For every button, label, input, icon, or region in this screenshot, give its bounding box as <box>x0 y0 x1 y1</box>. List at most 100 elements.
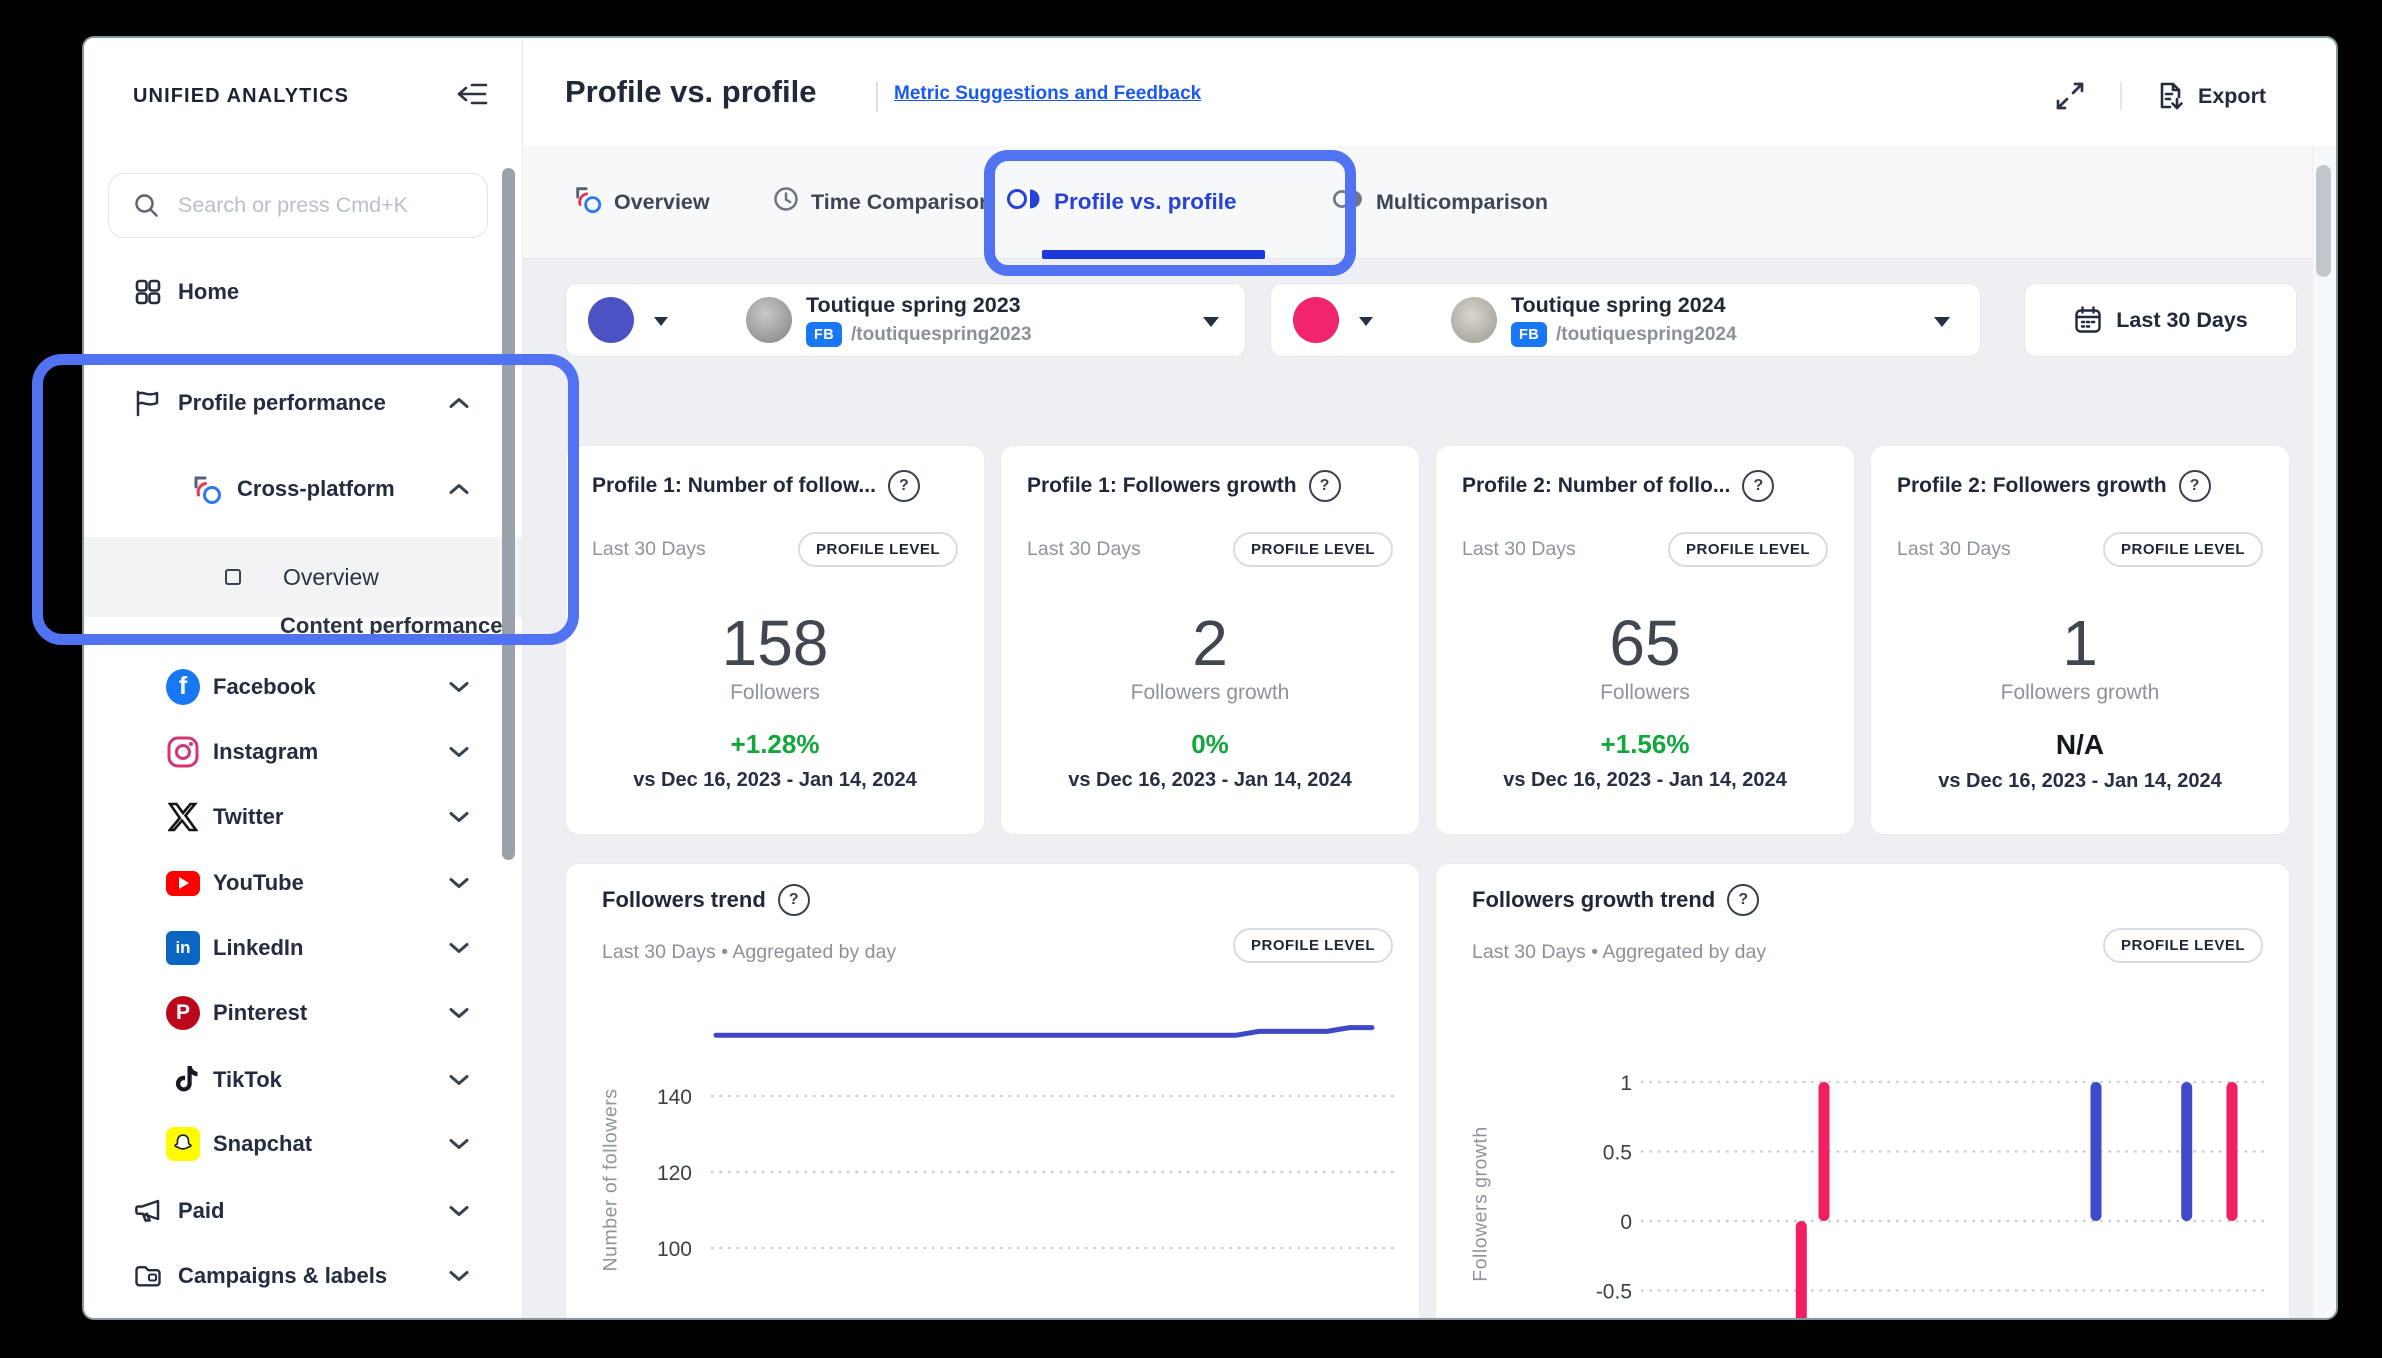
tab-label: Multicomparison <box>1376 189 1549 214</box>
tab-overview[interactable]: Overview <box>573 146 710 258</box>
facebook-icon: f <box>166 669 200 705</box>
help-icon[interactable]: ? <box>1742 470 1775 502</box>
sidebar: UNIFIED ANALYTICS <box>84 38 523 1318</box>
comparison-range: vs Dec 16, 2023 - Jan 14, 2024 <box>633 769 917 791</box>
tab-profile-vs-profile[interactable]: Profile vs. profile <box>1007 146 1237 258</box>
svg-text:100: 100 <box>657 1238 692 1261</box>
card-period: Last 30 Days <box>1462 538 1576 560</box>
chevron-down-icon[interactable] <box>448 804 470 830</box>
chevron-up-icon[interactable] <box>448 390 470 416</box>
page-title: Profile vs. profile <box>565 74 817 109</box>
sidebar-item-home[interactable]: Home <box>84 260 569 324</box>
chevron-down-icon[interactable] <box>448 1067 470 1093</box>
metric-label: Followers growth <box>1130 681 1290 704</box>
search-input-wrap <box>108 173 488 238</box>
profile2-handle: /toutiquespring2024 <box>1556 323 1737 345</box>
help-icon[interactable]: ? <box>887 470 920 502</box>
profile1-avatar <box>746 297 792 343</box>
clock-icon <box>772 185 800 219</box>
sidebar-item-twitter[interactable]: Twitter <box>84 785 604 849</box>
export-button[interactable]: Export <box>2156 74 2266 118</box>
sidebar-item-linkedin[interactable]: in LinkedIn <box>84 916 604 980</box>
metric-value: 1 <box>2062 607 2098 679</box>
profile-level-badge: PROFILE LEVEL <box>1232 532 1393 567</box>
twitter-x-icon <box>166 800 200 834</box>
svg-text:0.5: 0.5 <box>1603 1142 1632 1165</box>
tab-label: Overview <box>614 189 710 214</box>
caret-down-icon[interactable] <box>1359 317 1373 326</box>
search-icon <box>135 194 158 217</box>
sidebar-item-pinterest[interactable]: P Pinterest <box>84 981 604 1045</box>
metric-card: Profile 1: Number of follow... ? Last 30… <box>565 445 985 835</box>
facebook-network-badge: FB <box>1511 322 1547 347</box>
fullscreen-button[interactable] <box>2048 74 2092 118</box>
sidebar-item-facebook[interactable]: f Facebook <box>84 655 604 719</box>
sidebar-item-paid[interactable]: Paid <box>84 1179 569 1243</box>
sidebar-item-overview[interactable]: Overview <box>84 537 522 617</box>
chevron-down-icon[interactable] <box>448 674 470 700</box>
cross-platform-icon <box>573 184 603 220</box>
chevron-down-icon[interactable] <box>448 1263 470 1289</box>
sidebar-item-snapchat[interactable]: Snapchat <box>84 1112 604 1176</box>
chevron-down-icon[interactable] <box>448 870 470 896</box>
svg-text:-0.5: -0.5 <box>1596 1281 1632 1304</box>
sidebar-item-youtube[interactable]: YouTube <box>84 851 604 915</box>
profile1-selector[interactable]: Toutique spring 2023 FB /toutiquespring2… <box>565 283 1246 357</box>
chevron-down-icon[interactable] <box>448 1000 470 1026</box>
caret-down-icon[interactable] <box>654 317 668 326</box>
home-grid-icon <box>131 275 165 309</box>
metric-label: Followers growth <box>2000 681 2160 704</box>
metric-delta: N/A <box>2055 729 2105 760</box>
metric-card: Profile 2: Followers growth ? Last 30 Da… <box>1870 445 2290 835</box>
profile2-selector[interactable]: Toutique spring 2024 FB /toutiquespring2… <box>1270 283 1981 357</box>
caret-down-icon[interactable] <box>1934 317 1950 327</box>
sidebar-item-label: Pinterest <box>213 1000 308 1025</box>
card-period: Last 30 Days <box>1897 538 2011 560</box>
metric-value: 158 <box>721 607 829 679</box>
collapse-sidebar-icon <box>454 80 490 113</box>
chevron-down-icon[interactable] <box>448 1198 470 1224</box>
help-icon[interactable]: ? <box>1727 884 1760 916</box>
sidebar-item-label: Content performance <box>280 613 503 638</box>
chevron-down-icon[interactable] <box>448 739 470 765</box>
tab-label: Time Comparison <box>811 189 993 214</box>
chevron-down-icon[interactable] <box>448 1131 470 1157</box>
sidebar-item-tiktok[interactable]: TikTok <box>84 1048 604 1112</box>
sidebar-item-content-performance[interactable]: Content performance <box>84 598 718 654</box>
header-divider <box>876 82 878 112</box>
sidebar-item-label: Overview <box>283 563 379 590</box>
active-tab-underline <box>1042 250 1265 259</box>
card-period: Last 30 Days <box>592 538 706 560</box>
flag-icon <box>131 386 165 420</box>
metric-delta: +1.56% <box>1600 729 1690 759</box>
sidebar-scrollbar-thumb[interactable] <box>502 168 515 860</box>
collapse-sidebar-button[interactable] <box>452 76 492 116</box>
help-icon[interactable]: ? <box>1308 470 1341 502</box>
search-input[interactable] <box>176 192 473 219</box>
main-scrollbar-thumb[interactable] <box>2316 165 2331 277</box>
chevron-down-icon[interactable] <box>448 935 470 961</box>
sidebar-item-campaigns-labels[interactable]: Campaigns & labels <box>84 1244 569 1308</box>
sidebar-item-label: Snapchat <box>213 1131 313 1156</box>
chevron-up-icon[interactable] <box>448 476 470 502</box>
snapchat-icon <box>166 1127 200 1161</box>
profile2-name: Toutique spring 2024 <box>1511 293 1726 317</box>
profile1-name: Toutique spring 2023 <box>806 293 1021 317</box>
megaphone-icon <box>131 1194 165 1228</box>
instagram-icon <box>166 735 200 769</box>
profile2-color-swatch[interactable] <box>1293 297 1339 343</box>
help-icon[interactable]: ? <box>777 884 810 916</box>
sidebar-item-profile-performance[interactable]: Profile performance <box>84 371 569 435</box>
sidebar-item-label: Cross-platform <box>237 476 395 501</box>
sidebar-item-label: Profile performance <box>178 390 386 415</box>
profile1-color-swatch[interactable] <box>588 297 634 343</box>
tab-multicomparison[interactable]: Multicomparison <box>1333 146 1548 258</box>
help-icon[interactable]: ? <box>2178 470 2211 502</box>
caret-down-icon[interactable] <box>1203 317 1219 327</box>
tab-bar <box>523 146 2336 259</box>
date-range-button[interactable]: Last 30 Days <box>2024 283 2297 357</box>
metric-suggestions-link[interactable]: Metric Suggestions and Feedback <box>894 83 1202 104</box>
sidebar-item-instagram[interactable]: Instagram <box>84 720 604 784</box>
sidebar-item-cross-platform[interactable]: Cross-platform <box>84 457 628 521</box>
tab-time-comparison[interactable]: Time Comparison <box>772 146 992 258</box>
